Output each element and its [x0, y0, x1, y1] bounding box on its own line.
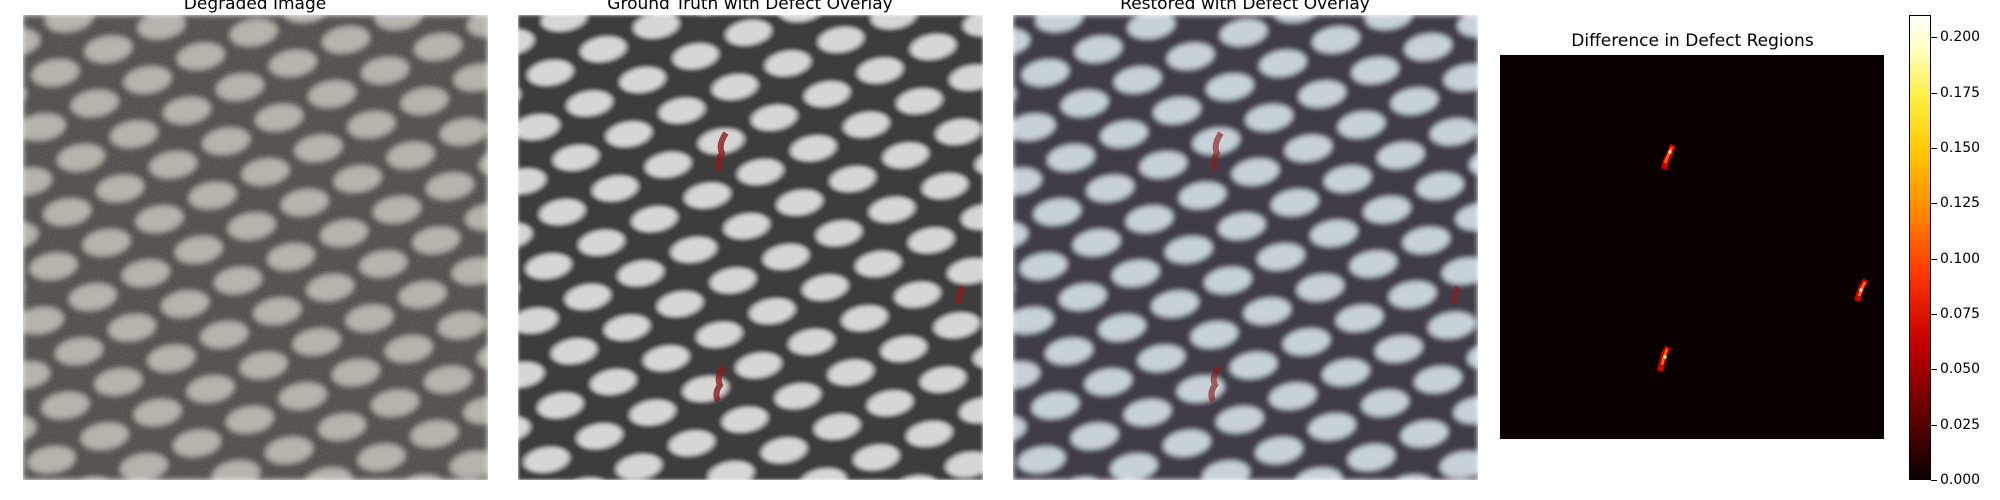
colorbar-tick-label: 0.050: [1940, 361, 1981, 378]
colorbar-tick-label: 0.025: [1940, 416, 1981, 433]
defect-overlay: [713, 365, 727, 403]
defect-overlay: [1210, 131, 1224, 173]
defect-overlay: [955, 285, 966, 304]
colorbar-tick: [1931, 369, 1937, 371]
colorbar-tick: [1931, 313, 1937, 315]
restored-image: [1013, 15, 1478, 480]
ground-truth-title: Ground Truth with Defect Overlay: [607, 0, 893, 14]
colorbar-tick-label: 0.150: [1940, 139, 1981, 156]
defect-overlay: [1208, 365, 1222, 403]
colorbar-tick: [1931, 480, 1937, 481]
defect-hotspot: [1854, 278, 1869, 302]
colorbar-tick: [1931, 37, 1937, 39]
colorbar-tick-label: 0.175: [1940, 84, 1981, 101]
colorbar: [1909, 15, 1931, 480]
colorbar-tick-label: 0.100: [1940, 250, 1981, 267]
colorbar-tick: [1931, 258, 1937, 260]
degraded-image: [23, 15, 488, 480]
colorbar-tick: [1931, 147, 1937, 149]
defect-hotspot: [1661, 143, 1676, 170]
colorbar-tick: [1931, 424, 1937, 426]
ground-truth-image: [518, 15, 983, 480]
colorbar-tick: [1931, 92, 1937, 94]
colorbar-tick-label: 0.125: [1940, 195, 1981, 212]
degraded-title: Degraded Image: [183, 0, 327, 14]
difference-map: [1500, 55, 1884, 439]
restored-title: Restored with Defect Overlay: [1120, 0, 1370, 14]
colorbar-tick-label: 0.000: [1940, 472, 1981, 488]
colorbar-tick: [1931, 203, 1937, 205]
colorbar-tick-label: 0.200: [1940, 29, 1981, 46]
defect-hotspot: [1657, 345, 1671, 372]
colorbar-tick-label: 0.075: [1940, 305, 1981, 322]
defect-overlay: [1450, 285, 1461, 304]
difference-title: Difference in Defect Regions: [1571, 31, 1814, 51]
defect-overlay: [715, 131, 729, 173]
